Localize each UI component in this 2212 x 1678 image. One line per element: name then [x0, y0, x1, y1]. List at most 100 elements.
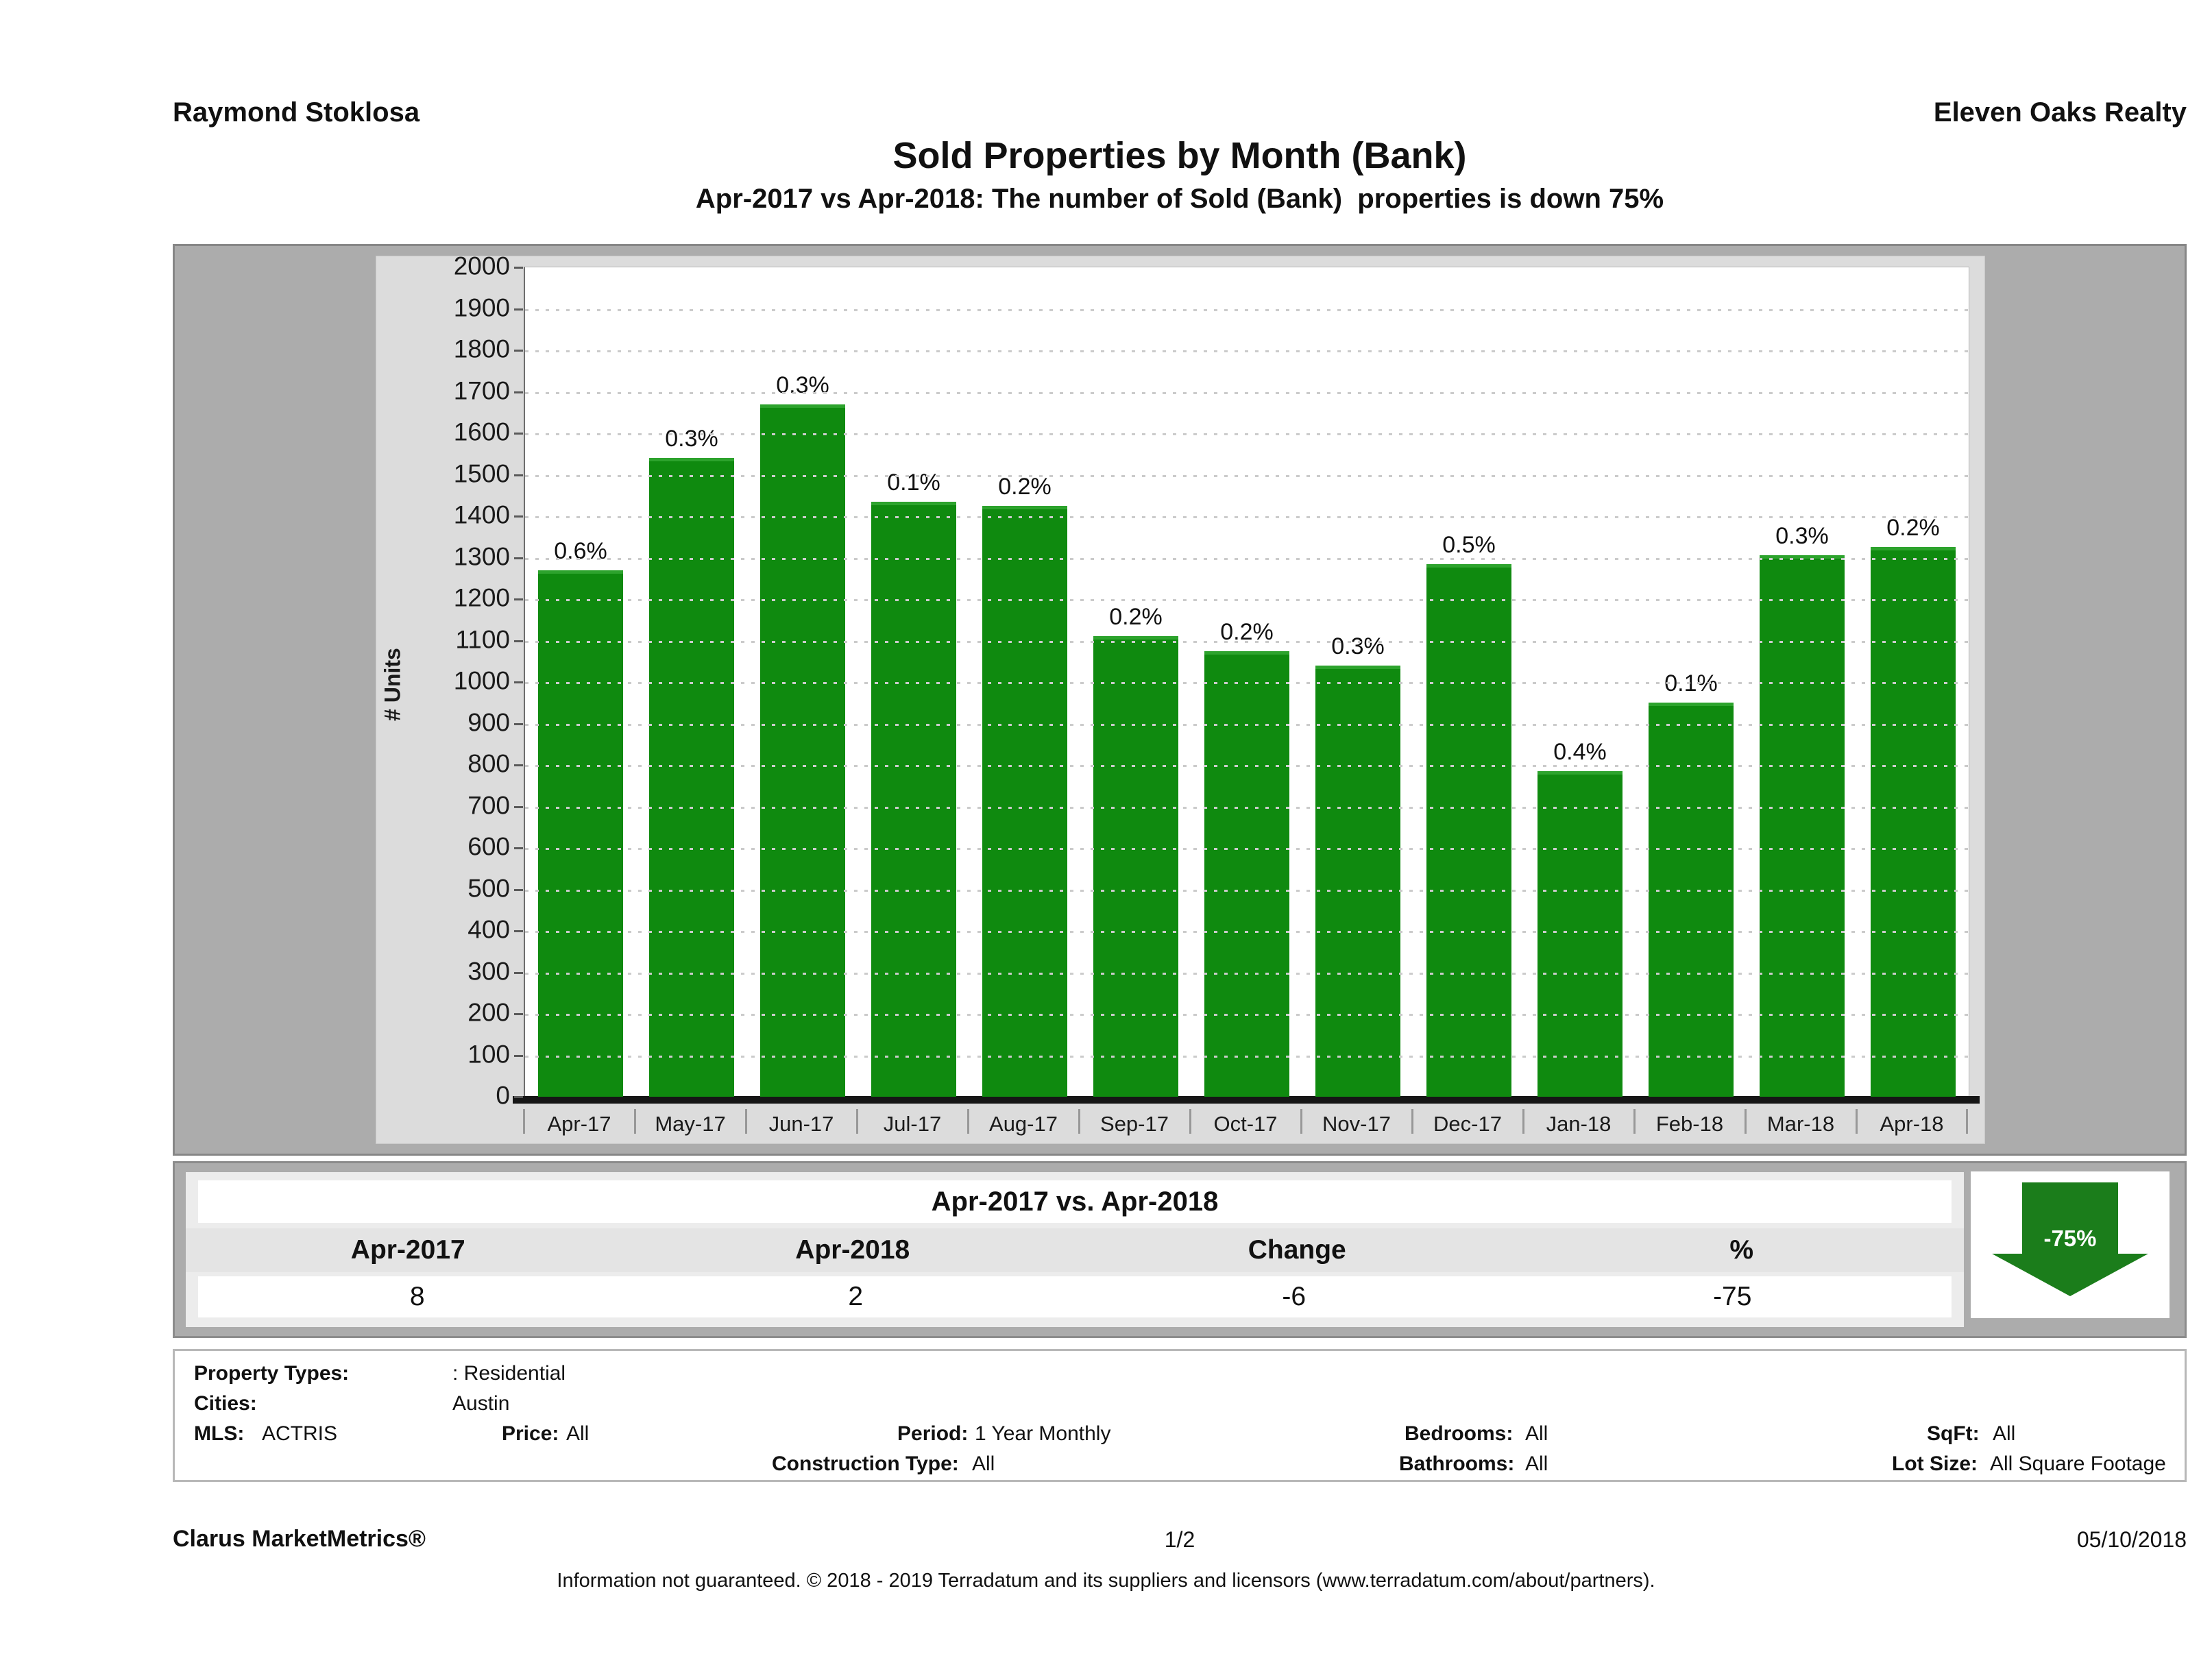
- price-value: All: [566, 1422, 590, 1445]
- y-tick-label: 1800: [453, 335, 510, 363]
- x-tick-separator: [1522, 1109, 1524, 1134]
- x-tick-label: Mar-18: [1745, 1106, 1856, 1142]
- bedrooms-label: Bedrooms:: [1405, 1422, 1514, 1445]
- x-tick-label: Jun-17: [745, 1106, 857, 1142]
- gridline: [525, 682, 1969, 684]
- bar-column: 0.3%: [636, 267, 747, 1097]
- summary-table-header-row: Apr-2017 Apr-2018 Change%: [186, 1228, 1964, 1272]
- x-tick-label: Nov-17: [1300, 1106, 1412, 1142]
- filters-panel: Property Types: : Residential Cities: Au…: [173, 1349, 2187, 1482]
- x-tick-label: Jul-17: [856, 1106, 968, 1142]
- y-tick-mark: [514, 1054, 523, 1057]
- footer-brand: Clarus MarketMetrics®: [173, 1526, 426, 1552]
- summary-section: Apr-2017 vs. Apr-2018 Apr-2017 Apr-2018 Ch…: [173, 1161, 2187, 1338]
- y-tick-label: 500: [467, 873, 510, 902]
- bar-column: 0.6%: [525, 267, 636, 1097]
- y-tick-mark: [514, 888, 523, 891]
- sqft-value: All: [1993, 1422, 2016, 1445]
- y-tick-mark: [514, 391, 523, 393]
- summary-table: Apr-2017 vs. Apr-2018 Apr-2017 Apr-2018 Ch…: [186, 1172, 1964, 1327]
- x-tick-label: Sep-17: [1078, 1106, 1190, 1142]
- bar-value-label: 0.2%: [1886, 515, 1940, 542]
- bar-value-label: 0.6%: [554, 537, 607, 564]
- property-types-value: : Residential: [452, 1362, 566, 1385]
- gridline: [525, 723, 1969, 726]
- y-tick-mark: [514, 764, 523, 766]
- summary-cell-value: 2: [848, 1282, 864, 1311]
- bar: [1648, 703, 1734, 1097]
- x-tick-label: Apr-18: [1856, 1106, 1968, 1142]
- y-tick-mark: [514, 805, 523, 808]
- bar: [648, 458, 735, 1097]
- x-tick-separator: [523, 1109, 525, 1134]
- bar-column: 0.2%: [1858, 267, 1969, 1097]
- period-label: Period:: [897, 1422, 969, 1445]
- change-badge-label: -75%: [2043, 1226, 2097, 1251]
- plot-area: 0.6% 0.3% 0.3% 0.1% 0.2% 0.2% 0.2% 0.3% 0.5% 0.4%…: [454, 252, 1980, 1109]
- bar: [537, 570, 624, 1097]
- lot-size-label: Lot Size:: [1892, 1452, 1978, 1475]
- footer-page-number: 1/2: [1164, 1527, 1195, 1552]
- change-badge: -75%: [1971, 1171, 2170, 1318]
- bar-column: 0.3%: [1302, 267, 1413, 1097]
- chart-container: # Units 0.6% 0.3% 0.3% 0.1% 0.2% 0.2% 0.2% 0.3%…: [173, 244, 2187, 1156]
- bedrooms-value: All: [1525, 1422, 1548, 1445]
- gridline: [525, 557, 1969, 560]
- summary-cell-value: 8: [409, 1282, 425, 1311]
- y-tick-label: 1300: [453, 542, 510, 570]
- y-tick-mark: [514, 681, 523, 683]
- y-tick-label: 800: [467, 749, 510, 778]
- y-tick-mark: [514, 930, 523, 932]
- gridline: [525, 1014, 1969, 1016]
- x-tick-label: Jan-18: [1522, 1106, 1634, 1142]
- y-tick-mark: [514, 308, 523, 311]
- y-tick-mark: [514, 722, 523, 725]
- summary-column-header: Apr-2017: [350, 1235, 465, 1265]
- bar-column: 0.5%: [1413, 267, 1524, 1097]
- y-tick-label: 0: [496, 1081, 510, 1110]
- gridline: [525, 599, 1969, 601]
- y-tick-label: 1100: [455, 624, 510, 653]
- x-axis-baseline: [513, 1096, 1980, 1104]
- y-tick-label: 200: [467, 998, 510, 1027]
- y-tick-mark: [514, 598, 523, 600]
- summary-column-header: %: [1729, 1235, 1754, 1265]
- footer-date: 05/10/2018: [2076, 1527, 2187, 1552]
- bathrooms-label: Bathrooms:: [1399, 1452, 1515, 1475]
- y-tick-label: 600: [467, 832, 510, 861]
- y-tick-mark: [514, 640, 523, 642]
- x-tick-separator: [1966, 1109, 1968, 1134]
- gridline: [525, 516, 1969, 518]
- bar-column: 0.2%: [969, 267, 1080, 1097]
- gridline: [525, 433, 1969, 435]
- y-tick-label: 900: [467, 707, 510, 736]
- gridline: [525, 350, 1969, 352]
- bar: [1093, 636, 1179, 1097]
- sqft-label: SqFt:: [1927, 1422, 1980, 1445]
- summary-column-header: Apr-2018: [795, 1235, 910, 1265]
- bar-value-label: 0.3%: [665, 426, 718, 452]
- price-label: Price:: [502, 1422, 559, 1445]
- construction-type-value: All: [972, 1452, 995, 1475]
- y-tick-label: 100: [467, 1039, 510, 1068]
- lot-size-value: All Square Footage: [1990, 1452, 2166, 1475]
- bar: [759, 404, 846, 1097]
- x-tick-separator: [1411, 1109, 1413, 1134]
- x-tick-separator: [634, 1109, 636, 1134]
- bar-value-label: 0.2%: [998, 473, 1052, 500]
- y-tick-label: 300: [467, 956, 510, 985]
- y-tick-mark: [514, 557, 523, 559]
- y-axis-title: # Units: [380, 648, 405, 721]
- summary-table-value-row: 8 2 -6 -75: [198, 1276, 1952, 1317]
- y-tick-mark: [514, 1013, 523, 1015]
- page-subtitle: Apr-2017 vs Apr-2018: The number of Sold…: [695, 184, 1664, 214]
- bar: [1204, 650, 1290, 1097]
- gridline: [525, 640, 1969, 643]
- bar-series: 0.6% 0.3% 0.3% 0.1% 0.2% 0.2% 0.2% 0.3% 0.5% 0.4%…: [525, 267, 1969, 1097]
- bar: [1537, 771, 1623, 1097]
- gridline: [525, 474, 1969, 477]
- brokerage-name: Eleven Oaks Realty: [1933, 97, 2187, 127]
- x-tick-separator: [1078, 1109, 1080, 1134]
- property-types-label: Property Types:: [194, 1362, 350, 1385]
